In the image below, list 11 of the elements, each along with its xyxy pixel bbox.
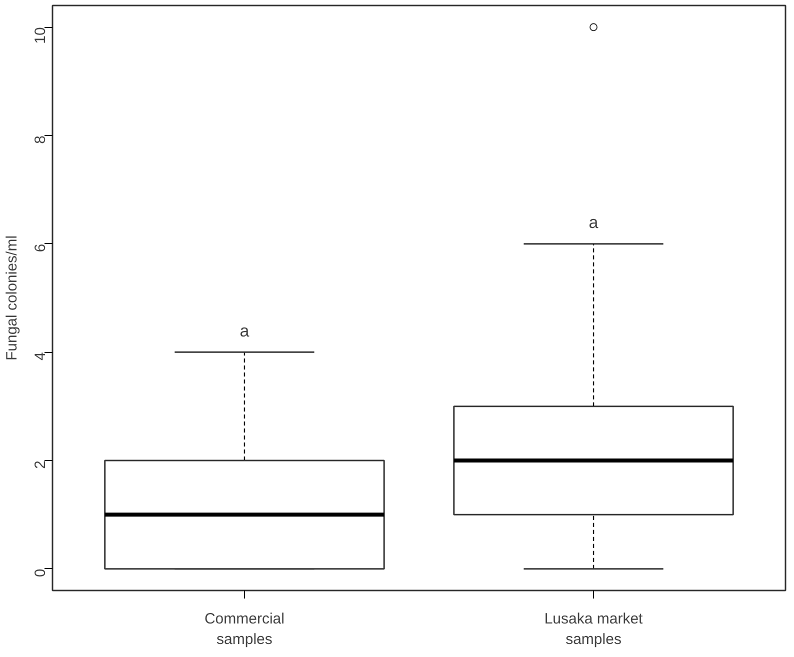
- annotation: a: [240, 321, 250, 340]
- x-tick-label: Lusaka market samples: [544, 610, 644, 648]
- y-tick-label: 2: [32, 460, 49, 469]
- y-tick-label: 6: [32, 244, 49, 252]
- annotation: a: [588, 213, 599, 232]
- y-tick-label: 0: [32, 568, 49, 578]
- y-axis-title: Fungal colonies/ml: [4, 235, 20, 361]
- y-tick-label: 4: [32, 352, 49, 361]
- y-tick-label: 8: [32, 136, 49, 144]
- y-tick-label: 10: [32, 27, 49, 44]
- x-tick-label: Commercial samples: [204, 610, 284, 648]
